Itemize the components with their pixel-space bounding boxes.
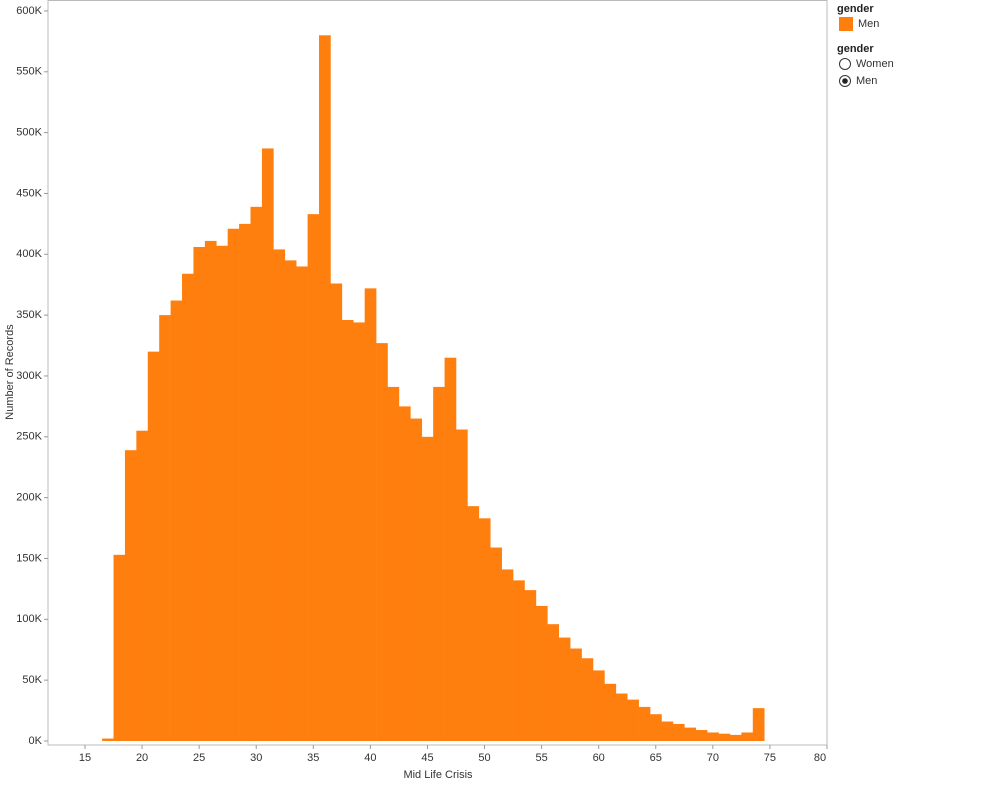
- bar: [524, 590, 537, 741]
- y-tick-label: 100K: [16, 613, 42, 625]
- bar: [718, 733, 731, 741]
- bar: [193, 246, 206, 741]
- bar: [136, 430, 149, 741]
- bar: [650, 714, 662, 741]
- y-tick-label: 550K: [16, 66, 42, 78]
- bar: [661, 721, 674, 741]
- bar: [216, 245, 228, 741]
- legend-swatch: [839, 17, 853, 31]
- filter-title: gender: [837, 43, 874, 55]
- bar: [535, 605, 548, 741]
- y-tick-label: 400K: [16, 248, 42, 260]
- y-axis-title: Number of Records: [4, 324, 16, 420]
- x-tick-label: 30: [250, 752, 262, 764]
- bar: [684, 727, 697, 741]
- bar: [261, 148, 274, 741]
- bar: [284, 260, 297, 741]
- bar: [570, 648, 582, 741]
- bar: [330, 283, 343, 741]
- bar: [455, 429, 468, 741]
- x-tick-label: 20: [136, 752, 148, 764]
- bar: [170, 300, 183, 741]
- bar: [741, 732, 754, 741]
- x-tick-label: 80: [814, 752, 826, 764]
- bar: [638, 706, 651, 741]
- bar: [182, 273, 194, 741]
- y-tick-label: 150K: [16, 552, 42, 564]
- radio-dot: [842, 78, 848, 84]
- bar: [227, 228, 240, 741]
- y-tick-label: 200K: [16, 492, 42, 504]
- x-tick-label: 25: [193, 752, 205, 764]
- bar: [387, 386, 400, 741]
- x-tick-label: 65: [650, 752, 662, 764]
- bar: [398, 406, 411, 741]
- plot-frame: [47, 0, 828, 746]
- y-tick-label: 600K: [16, 5, 42, 17]
- bar: [410, 418, 423, 741]
- bar: [307, 214, 320, 741]
- x-tick-label: 40: [364, 752, 376, 764]
- bar: [592, 670, 605, 741]
- bar: [296, 266, 308, 741]
- y-tick-label: 350K: [16, 309, 42, 321]
- bar: [467, 506, 480, 741]
- bar: [558, 637, 571, 741]
- bar: [615, 693, 628, 741]
- y-tick-label: 500K: [16, 127, 42, 139]
- radio-label[interactable]: Men: [856, 75, 877, 87]
- bar: [627, 699, 639, 741]
- bar: [421, 436, 434, 741]
- x-tick-label: 35: [307, 752, 319, 764]
- bar: [433, 386, 445, 741]
- bar: [490, 547, 502, 741]
- bar: [159, 315, 171, 741]
- bar: [581, 658, 594, 741]
- x-tick-label: 70: [707, 752, 719, 764]
- x-tick-label: 75: [764, 752, 776, 764]
- x-tick-label: 50: [478, 752, 490, 764]
- bar: [319, 35, 331, 741]
- y-tick-label: 50K: [22, 674, 42, 686]
- bar: [513, 580, 525, 741]
- bar: [147, 351, 160, 741]
- y-tick-label: 250K: [16, 431, 42, 443]
- bar: [604, 683, 617, 741]
- bar: [113, 554, 126, 741]
- x-tick-label: 15: [79, 752, 91, 764]
- bar: [341, 319, 354, 741]
- bar: [353, 322, 365, 741]
- y-tick-label: 300K: [16, 370, 42, 382]
- bar: [239, 223, 251, 741]
- bar: [729, 734, 742, 741]
- y-tick-label: 450K: [16, 187, 42, 199]
- bar: [752, 708, 765, 741]
- bar: [695, 730, 708, 741]
- x-tick-label: 60: [593, 752, 605, 764]
- bar: [250, 206, 263, 741]
- bar: [102, 738, 114, 741]
- bar: [672, 723, 685, 741]
- bar: [273, 249, 286, 741]
- x-axis-title: Mid Life Crisis: [403, 769, 473, 781]
- radio-button[interactable]: [839, 58, 851, 70]
- bar: [444, 357, 457, 741]
- bar: [547, 624, 560, 741]
- legend-label: Men: [858, 18, 879, 30]
- bar: [376, 343, 388, 741]
- bar: [478, 518, 491, 741]
- x-tick-label: 45: [421, 752, 433, 764]
- bar: [501, 569, 514, 741]
- x-tick-label: 55: [535, 752, 547, 764]
- bar: [124, 450, 137, 741]
- bar: [364, 288, 377, 741]
- bar: [204, 240, 217, 741]
- legend-title: gender: [837, 3, 874, 15]
- bar: [707, 732, 719, 741]
- y-tick-label: 0K: [29, 735, 43, 747]
- radio-label[interactable]: Women: [856, 58, 894, 70]
